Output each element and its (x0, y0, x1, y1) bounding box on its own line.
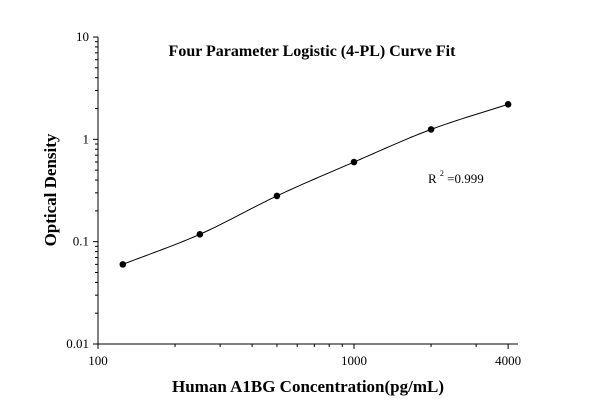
data-point (427, 126, 435, 133)
chart-title: Four Parameter Logistic (4-PL) Curve Fit (169, 43, 457, 60)
r-squared-symbol: R (428, 171, 437, 186)
data-point (350, 158, 358, 166)
data-points (119, 100, 512, 268)
y-tick-label: 1 (83, 131, 90, 146)
r-squared-label: R 2 =0.999 (428, 164, 484, 186)
x-tick-label: 1000 (341, 353, 367, 368)
y-tick-label: 10 (76, 29, 89, 44)
plot-area (97, 37, 518, 345)
y-tick-label: 0.01 (66, 336, 89, 351)
x-axis-label: Human A1BG Concentration(pg/mL) (172, 377, 444, 396)
fit-curve (122, 103, 509, 265)
y-axis-label: Optical Density (41, 133, 60, 246)
y-tick-label: 0.1 (73, 234, 89, 249)
r-squared-exponent: 2 (440, 169, 444, 178)
y-axis-ticks: 0.01 0.1 1 10 (66, 29, 98, 351)
data-point (196, 231, 204, 238)
data-point (119, 261, 127, 268)
data-point (273, 192, 281, 200)
x-tick-label: 4000 (495, 353, 521, 368)
r-squared-value: =0.999 (447, 171, 484, 186)
x-axis-ticks: 100 1000 4000 (88, 344, 521, 368)
x-tick-label: 100 (88, 353, 108, 368)
data-point (504, 100, 512, 108)
